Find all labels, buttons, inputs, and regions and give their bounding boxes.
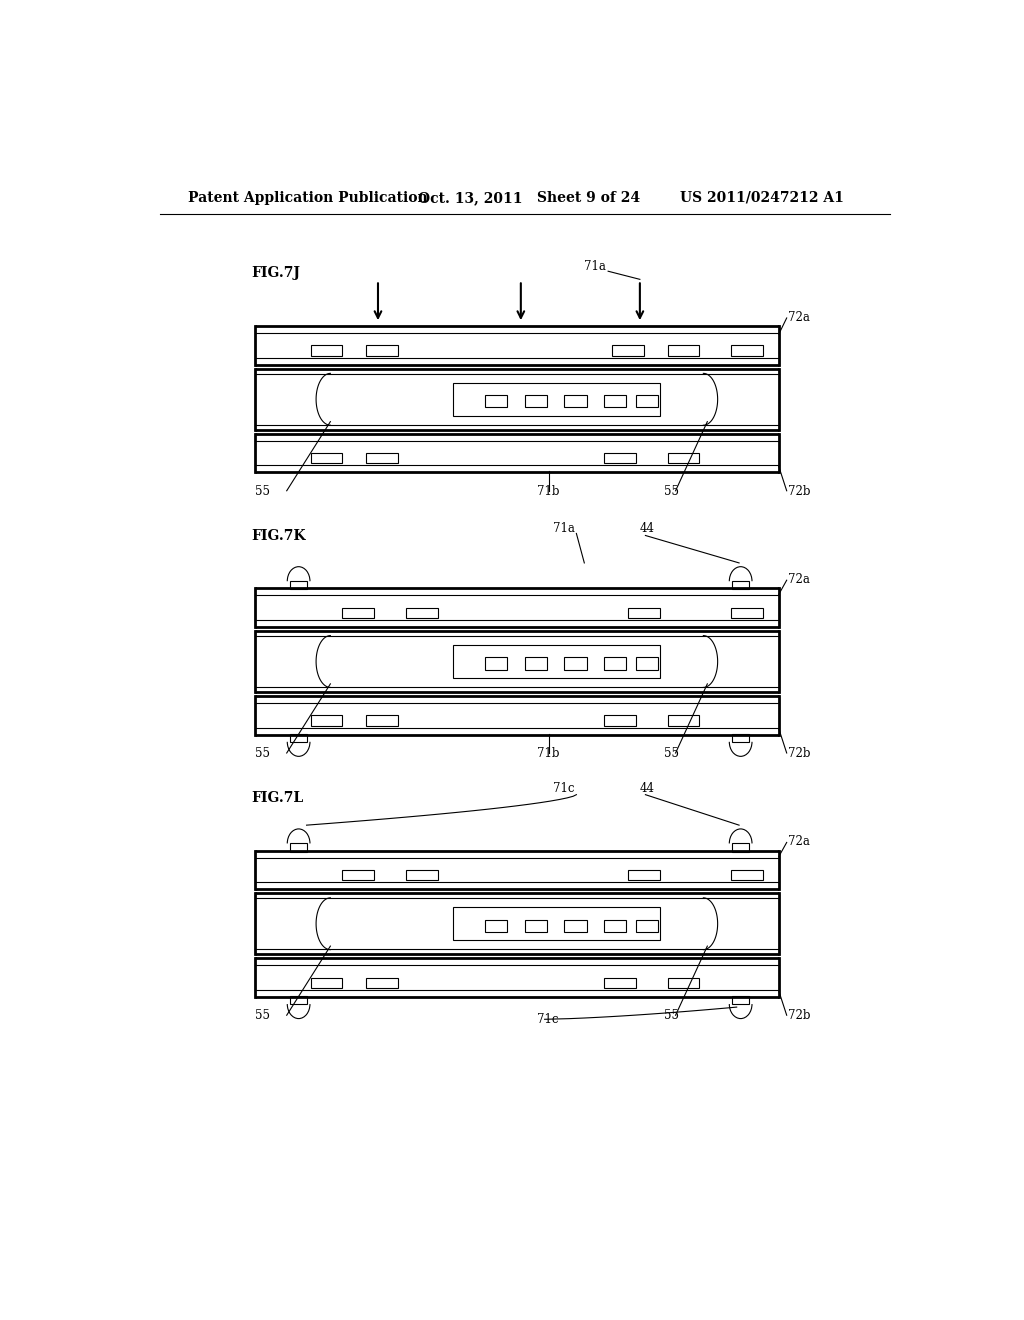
- Bar: [732, 734, 749, 742]
- Bar: [524, 657, 547, 669]
- Bar: [310, 453, 342, 463]
- Bar: [636, 920, 658, 932]
- Bar: [454, 383, 659, 416]
- Text: 71c: 71c: [537, 1014, 558, 1027]
- Bar: [454, 907, 659, 940]
- Bar: [732, 581, 749, 589]
- Bar: [367, 978, 397, 987]
- Text: FIG.7J: FIG.7J: [251, 267, 300, 280]
- Text: FIG.7K: FIG.7K: [251, 528, 305, 543]
- Bar: [524, 395, 547, 408]
- Bar: [612, 346, 644, 355]
- Text: 72b: 72b: [788, 484, 811, 498]
- Bar: [732, 995, 749, 1005]
- Bar: [604, 395, 627, 408]
- Bar: [310, 978, 342, 987]
- Bar: [636, 657, 658, 669]
- Bar: [668, 346, 699, 355]
- Text: 44: 44: [640, 523, 655, 536]
- Text: 55: 55: [665, 1010, 679, 1022]
- Bar: [564, 920, 587, 932]
- Text: 72a: 72a: [788, 573, 810, 586]
- Bar: [454, 645, 659, 677]
- Bar: [291, 995, 307, 1005]
- Bar: [406, 870, 437, 880]
- Text: 55: 55: [665, 747, 679, 760]
- Text: 71c: 71c: [553, 781, 574, 795]
- Text: US 2011/0247212 A1: US 2011/0247212 A1: [680, 191, 844, 205]
- Bar: [731, 870, 763, 880]
- Bar: [342, 870, 374, 880]
- Text: 55: 55: [665, 484, 679, 498]
- Bar: [668, 715, 699, 726]
- Text: 44: 44: [640, 781, 655, 795]
- Text: 55: 55: [255, 747, 270, 760]
- Bar: [604, 657, 627, 669]
- Bar: [668, 453, 699, 463]
- Text: 72b: 72b: [788, 1010, 811, 1022]
- Bar: [291, 734, 307, 742]
- Bar: [485, 920, 507, 932]
- Text: Oct. 13, 2011: Oct. 13, 2011: [418, 191, 522, 205]
- Bar: [485, 395, 507, 408]
- Text: 71b: 71b: [538, 484, 560, 498]
- Text: 72a: 72a: [788, 312, 810, 323]
- Bar: [628, 607, 659, 618]
- Bar: [291, 581, 307, 589]
- Bar: [406, 607, 437, 618]
- Bar: [628, 870, 659, 880]
- Text: Sheet 9 of 24: Sheet 9 of 24: [537, 191, 640, 205]
- Text: 71a: 71a: [553, 523, 574, 536]
- Text: FIG.7L: FIG.7L: [251, 791, 303, 805]
- Text: Patent Application Publication: Patent Application Publication: [187, 191, 427, 205]
- Bar: [604, 453, 636, 463]
- Bar: [731, 607, 763, 618]
- Bar: [310, 346, 342, 355]
- Bar: [485, 657, 507, 669]
- Bar: [342, 607, 374, 618]
- Text: 71b: 71b: [538, 747, 560, 760]
- Bar: [668, 978, 699, 987]
- Bar: [367, 346, 397, 355]
- Bar: [731, 346, 763, 355]
- Bar: [367, 453, 397, 463]
- Text: 72a: 72a: [788, 836, 810, 849]
- Bar: [604, 920, 627, 932]
- Bar: [291, 843, 307, 851]
- Bar: [310, 715, 342, 726]
- Bar: [636, 395, 658, 408]
- Bar: [564, 657, 587, 669]
- Text: 55: 55: [255, 484, 270, 498]
- Text: 72b: 72b: [788, 747, 811, 760]
- Bar: [732, 843, 749, 851]
- Bar: [604, 715, 636, 726]
- Text: 71a: 71a: [585, 260, 606, 273]
- Bar: [367, 715, 397, 726]
- Bar: [524, 920, 547, 932]
- Text: 55: 55: [255, 1010, 270, 1022]
- Bar: [604, 978, 636, 987]
- Bar: [564, 395, 587, 408]
